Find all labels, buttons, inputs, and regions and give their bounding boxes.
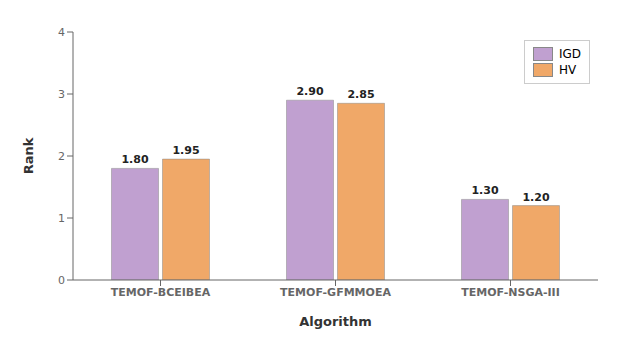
svg-text:TEMOF-NSGA-III: TEMOF-NSGA-III xyxy=(461,286,560,299)
svg-text:1: 1 xyxy=(58,212,65,225)
html-text:HV: HV xyxy=(558,63,577,77)
svg-text:TEMOF-GFMMOEA: TEMOF-GFMMOEA xyxy=(280,286,391,299)
svg-text:4: 4 xyxy=(58,26,65,39)
svg-text:0: 0 xyxy=(58,274,65,287)
svg-text:1.80: 1.80 xyxy=(121,153,148,166)
svg-text:2.85: 2.85 xyxy=(347,88,374,101)
svg-text:3: 3 xyxy=(58,88,65,101)
svg-text:TEMOF-BCEIBEA: TEMOF-BCEIBEA xyxy=(111,286,211,299)
svg-text:1.95: 1.95 xyxy=(172,144,199,157)
svg-text:Rank: Rank xyxy=(21,137,36,174)
svg-text:1.30: 1.30 xyxy=(471,184,498,197)
html-text:IGD: IGD xyxy=(558,47,581,61)
svg-text:Algorithm: Algorithm xyxy=(299,314,372,329)
svg-text:2.90: 2.90 xyxy=(296,85,323,98)
svg-text:2: 2 xyxy=(58,150,65,163)
svg-text:1.20: 1.20 xyxy=(522,191,549,204)
